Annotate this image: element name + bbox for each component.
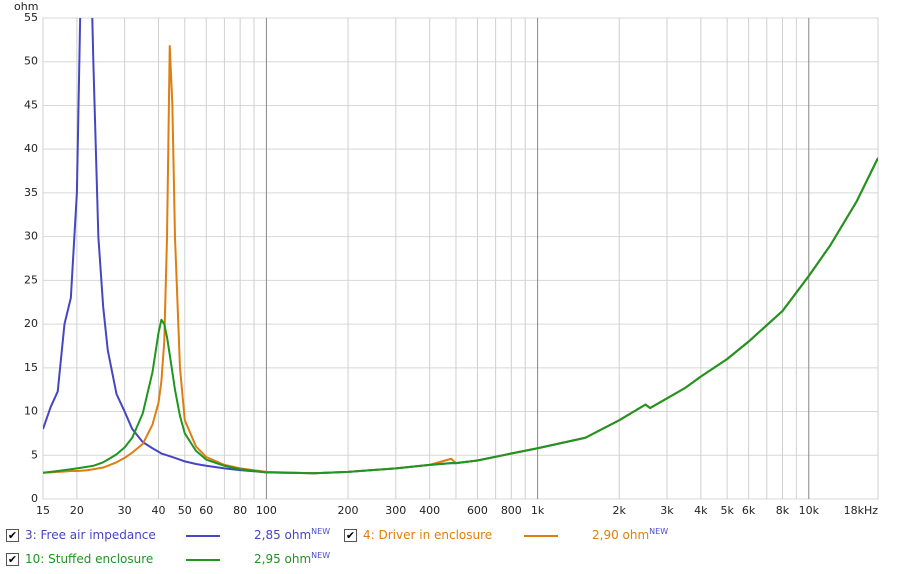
- series-line: [43, 157, 878, 475]
- y-tick-label: 0: [31, 492, 38, 505]
- x-tick-label: 400: [419, 504, 440, 517]
- x-tick-label: 50: [178, 504, 192, 517]
- y-tick-label: 10: [24, 405, 38, 418]
- legend-item: ✔ 10: Stuffed enclosure: [6, 548, 153, 570]
- x-tick-label: 3k: [660, 504, 674, 517]
- legend-swatch: [524, 535, 558, 537]
- y-tick-label: 35: [24, 186, 38, 199]
- y-tick-label: 30: [24, 230, 38, 243]
- y-tick-label: 45: [24, 98, 38, 111]
- readout: 2,90 ohmNEW: [592, 527, 668, 542]
- x-tick-label: 800: [501, 504, 522, 517]
- readout-value: 2,95 ohm: [254, 552, 312, 566]
- y-tick-label: 5: [31, 448, 38, 461]
- x-tick-label: 2k: [613, 504, 627, 517]
- x-tick-label: 6k: [742, 504, 756, 517]
- y-tick-label: 55: [24, 11, 38, 24]
- readout: 2,95 ohmNEW: [254, 551, 330, 566]
- x-tick-label: 1k: [531, 504, 545, 517]
- x-tick-label: 4k: [694, 504, 708, 517]
- legend-label: 10: Stuffed enclosure: [25, 552, 154, 566]
- legend-item: ✔ 4: Driver in enclosure: [344, 524, 492, 546]
- legend: ✔ 3: Free air impedance 2,85 ohmNEW ✔ 4: Dri…: [0, 524, 900, 574]
- legend-label: 3: Free air impedance: [25, 528, 156, 542]
- checkbox[interactable]: ✔: [6, 528, 19, 542]
- checkbox[interactable]: ✔: [344, 528, 357, 542]
- readout-badge: NEW: [311, 527, 331, 536]
- y-tick-label: 20: [24, 317, 38, 330]
- y-tick-label: 25: [24, 273, 38, 286]
- y-axis-label: ohm: [14, 0, 38, 13]
- x-tick-label: 100: [256, 504, 277, 517]
- checkbox[interactable]: ✔: [6, 552, 19, 566]
- x-tick-label: 40: [152, 504, 166, 517]
- y-tick-label: 40: [24, 142, 38, 155]
- x-tick-label: 30: [118, 504, 132, 517]
- x-tick-label: 5k: [720, 504, 734, 517]
- readout-badge: NEW: [649, 527, 669, 536]
- x-tick-label: 18kHz: [844, 504, 879, 517]
- legend-item: ✔ 3: Free air impedance: [6, 524, 156, 546]
- plot-area: [42, 17, 879, 500]
- legend-swatch: [186, 535, 220, 537]
- y-tick-label: 15: [24, 361, 38, 374]
- x-tick-label: 10k: [799, 504, 820, 517]
- readout-value: 2,90 ohm: [592, 528, 650, 542]
- legend-swatch: [186, 559, 220, 561]
- readout: 2,85 ohmNEW: [254, 527, 330, 542]
- x-tick-label: 80: [233, 504, 247, 517]
- x-tick-label: 200: [338, 504, 359, 517]
- x-tick-label: 300: [385, 504, 406, 517]
- y-tick-label: 50: [24, 55, 38, 68]
- x-tick-label: 15: [36, 504, 50, 517]
- legend-label: 4: Driver in enclosure: [363, 528, 493, 542]
- readout-badge: NEW: [311, 551, 331, 560]
- readout-value: 2,85 ohm: [254, 528, 312, 542]
- chart: ohm 0 5 10 15 20 25 30 35 40 45 50 55 15 20 30 40 50 60 80…: [14, 0, 879, 517]
- x-tick-label: 20: [70, 504, 84, 517]
- x-tick-label: 600: [467, 504, 488, 517]
- x-tick-label: 60: [199, 504, 213, 517]
- x-tick-label: 8k: [776, 504, 790, 517]
